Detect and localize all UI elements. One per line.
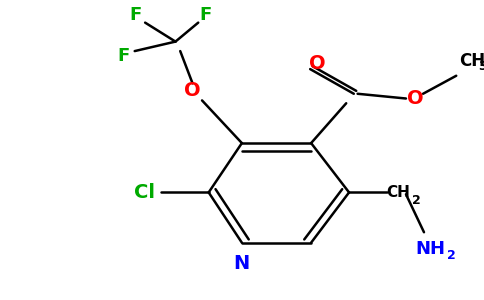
Text: O: O	[184, 81, 201, 101]
Text: Cl: Cl	[134, 183, 155, 202]
Text: O: O	[407, 89, 424, 108]
Text: F: F	[200, 6, 212, 24]
Text: F: F	[117, 47, 129, 65]
Text: N: N	[234, 254, 250, 273]
Text: CH: CH	[459, 52, 484, 70]
Text: 2: 2	[412, 194, 421, 206]
Text: NH: NH	[416, 240, 446, 258]
Text: 3: 3	[478, 60, 484, 73]
Text: O: O	[309, 54, 326, 73]
Text: CH: CH	[386, 185, 410, 200]
Text: 2: 2	[447, 250, 456, 262]
Text: F: F	[130, 6, 142, 24]
